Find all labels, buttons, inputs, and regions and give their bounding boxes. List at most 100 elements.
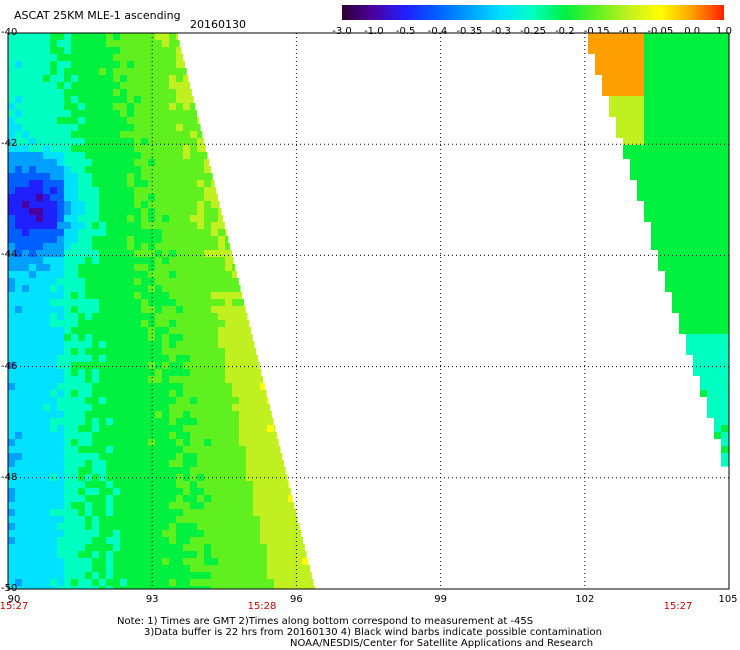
swath-cell <box>92 495 99 502</box>
swath-cell <box>651 180 658 187</box>
swath-cell <box>239 537 246 544</box>
swath-cell <box>113 453 120 460</box>
swath-cell <box>141 369 148 376</box>
swath-cell <box>15 481 22 488</box>
swath-cell <box>148 145 155 152</box>
swath-cell <box>714 313 721 320</box>
swath-cell <box>176 313 183 320</box>
swath-cell <box>686 285 693 292</box>
swath-cell <box>623 152 630 159</box>
swath-cell <box>57 334 64 341</box>
swath-cell <box>665 110 672 117</box>
swath-cell <box>204 187 211 194</box>
swath-cell <box>64 586 71 589</box>
swath-cell <box>679 131 686 138</box>
swath-cell <box>204 551 211 558</box>
swath-cell <box>183 201 190 208</box>
swath-cell <box>679 145 686 152</box>
swath-cell <box>232 572 239 579</box>
swath-cell <box>162 474 169 481</box>
swath-cell <box>169 369 176 376</box>
swath-cell <box>169 502 176 509</box>
swath-cell <box>99 103 106 110</box>
swath-cell <box>162 453 169 460</box>
swath-cell <box>64 558 71 565</box>
swath-cell <box>190 152 197 159</box>
swath-cell <box>113 145 120 152</box>
swath-cell <box>204 159 210 166</box>
swath-cell <box>218 453 225 460</box>
swath-cell <box>71 348 78 355</box>
swath-cell <box>169 355 176 362</box>
swath-cell <box>288 579 295 586</box>
swath-cell <box>232 418 239 425</box>
swath-cell <box>197 516 204 523</box>
swath-cell <box>36 117 43 124</box>
swath-cell <box>253 425 260 432</box>
swath-cell <box>71 425 78 432</box>
swath-cell <box>644 54 651 61</box>
swath-cell <box>148 586 155 589</box>
swath-cell <box>176 40 180 47</box>
note-line-2: 3)Data buffer is 22 hrs from 20160130 4)… <box>144 627 602 638</box>
swath-cell <box>658 229 665 236</box>
swath-cell <box>127 89 134 96</box>
swath-cell <box>721 334 728 341</box>
swath-cell <box>169 138 176 145</box>
map-frame <box>7 32 730 590</box>
swath-cell <box>588 33 595 40</box>
swath-cell <box>148 61 155 68</box>
swath-cell <box>15 285 22 292</box>
swath-cell <box>707 215 714 222</box>
swath-cell <box>36 82 43 89</box>
swath-cell <box>176 33 178 40</box>
swath-cell <box>85 166 92 173</box>
swath-cell <box>197 208 204 215</box>
swath-cell <box>267 453 274 460</box>
swath-cell <box>218 236 225 243</box>
swath-cell <box>721 138 728 145</box>
swath-cell <box>176 68 183 75</box>
swath-cell <box>714 110 721 117</box>
swath-cell <box>134 481 141 488</box>
swath-cell <box>197 243 204 250</box>
swath-cell <box>85 334 92 341</box>
swath-cell <box>43 327 50 334</box>
swath-cell <box>15 264 22 271</box>
swath-cell <box>651 173 658 180</box>
swath-cell <box>92 502 99 509</box>
swath-cell <box>99 243 106 250</box>
swath-cell <box>43 257 50 264</box>
swath-cell <box>141 75 148 82</box>
swath-cell <box>190 558 197 565</box>
swath-cell <box>155 453 162 460</box>
swath-cell <box>169 82 176 89</box>
swath-cell <box>29 194 36 201</box>
swath-cell <box>22 47 29 54</box>
swath-cell <box>22 110 29 117</box>
swath-cell <box>267 523 274 530</box>
swath-cell <box>155 47 162 54</box>
swath-cell <box>92 236 99 243</box>
swath-cell <box>288 551 295 558</box>
swath-cell <box>29 222 36 229</box>
swath-cell <box>239 565 246 572</box>
swath-cell <box>15 383 22 390</box>
swath-cell <box>686 208 693 215</box>
swath-cell <box>71 369 78 376</box>
swath-cell <box>120 47 127 54</box>
swath-cell <box>113 138 120 145</box>
swath-cell <box>700 187 707 194</box>
swath-cell <box>22 215 29 222</box>
swath-cell <box>204 516 211 523</box>
swath-cell <box>693 75 700 82</box>
swath-cell <box>253 439 260 446</box>
swath-cell <box>57 397 64 404</box>
swath-cell <box>246 509 253 516</box>
swath-cell <box>246 586 253 589</box>
swath-cell <box>630 124 637 131</box>
swath-cell <box>246 439 253 446</box>
swath-cell <box>707 145 714 152</box>
swath-cell <box>162 579 169 586</box>
swath-cell <box>155 201 162 208</box>
